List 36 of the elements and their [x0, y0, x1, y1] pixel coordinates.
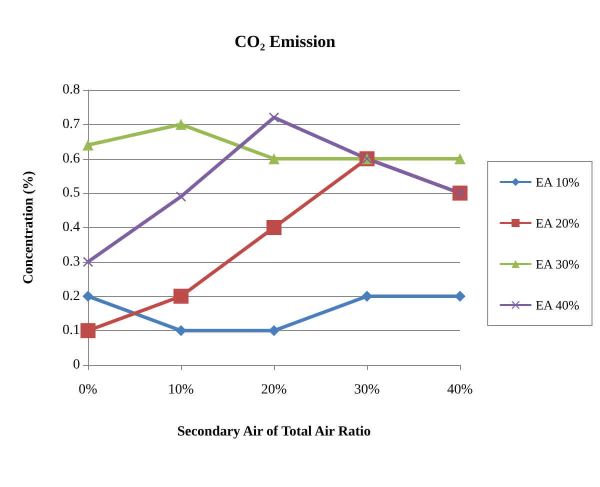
point: [82, 140, 94, 150]
legend-label: EA 10%: [536, 174, 580, 190]
point: [80, 323, 96, 338]
y-tick-label: 0.1: [62, 323, 80, 338]
point: [454, 290, 466, 302]
x-tick-label: 0%: [78, 382, 98, 398]
point: [266, 220, 282, 235]
x-tick-label: 40%: [447, 382, 474, 398]
y-tick-label: 0.7: [62, 116, 80, 132]
point: [454, 153, 466, 164]
point: [82, 290, 94, 302]
legend-label: EA 20%: [536, 216, 580, 230]
legend-label: EA 30%: [536, 256, 580, 272]
x-axis-title: Secondary Air of Total Air Ratio: [177, 424, 371, 440]
x-tick-label: 20%: [261, 382, 288, 398]
point: [176, 118, 186, 130]
y-tick-label: 0.2: [62, 288, 80, 304]
chart-title: CO₂ Emission: [234, 32, 336, 51]
y-tick-label: 0.3: [62, 254, 80, 270]
point: [176, 325, 186, 336]
point: [268, 325, 280, 336]
y-axis-title: Concentration (%): [22, 170, 36, 284]
point: [174, 288, 188, 304]
y-tick-label: 0.5: [62, 186, 80, 201]
point: [269, 112, 279, 122]
y-tick-label: 0.4: [62, 220, 80, 235]
point: [176, 192, 186, 202]
legend-label: EA 40%: [536, 298, 580, 312]
point: [83, 256, 93, 267]
x-tick-label: 30%: [354, 382, 380, 398]
point: [268, 153, 280, 164]
y-tick-label: 0.8: [62, 82, 80, 98]
y-tick-label: 0: [73, 358, 80, 372]
x-tick-label: 10%: [168, 382, 194, 398]
y-tick-label: 0.6: [62, 151, 80, 166]
point: [362, 290, 372, 302]
